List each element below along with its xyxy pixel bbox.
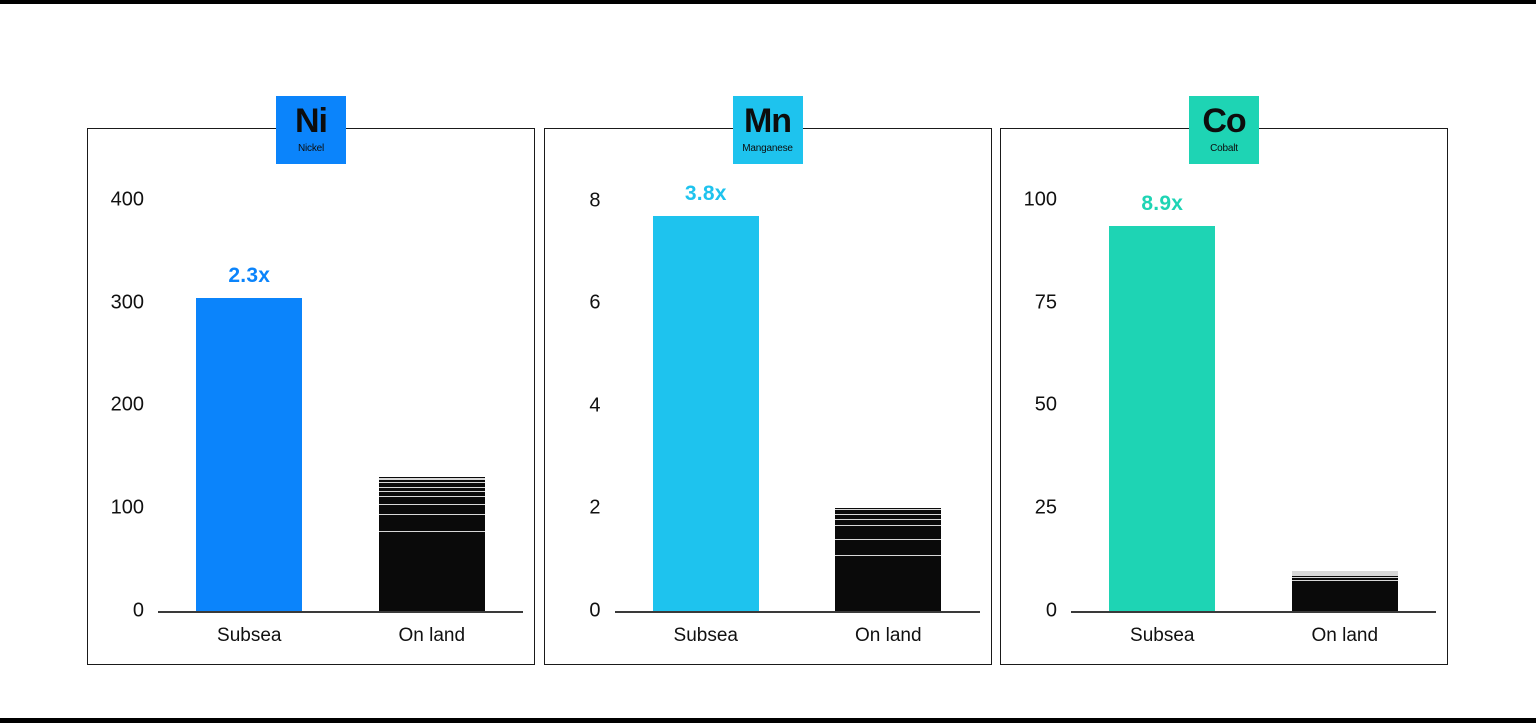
element-symbol: Co [1202,102,1246,140]
element-badge-manganese: Mn Manganese [732,96,803,164]
on-land-bar-segment [1291,577,1398,580]
x-axis-labels: Subsea On land [1071,625,1436,647]
multiplier-label: 8.9x [1141,192,1184,216]
on-land-bar-segment [378,504,485,515]
y-tick-label: 0 [1045,599,1057,622]
bottom-frame-bar [0,718,1536,723]
on-land-bar-segment [835,513,942,520]
y-tick-label: 6 [589,291,601,314]
y-tick-label: 100 [1023,188,1057,211]
category-label-subsea: Subsea [1130,625,1195,646]
charts-row: Ni Nickel 0 100 200 300 400 2.3x Subsea On l… [87,96,1448,665]
on-land-bar [835,508,942,611]
element-symbol: Mn [743,102,792,140]
on-land-bar-segment [378,530,485,557]
on-land-bar-segment [1291,571,1398,573]
y-tick-label: 75 [1034,291,1057,314]
on-land-bar-segment [1291,572,1398,575]
y-tick-label: 0 [589,599,601,622]
category-label-on-land: On land [854,625,922,646]
y-tick-label: 400 [110,188,144,211]
on-land-bar-segment [835,508,942,514]
on-land-bar-segment [835,554,942,581]
subsea-bar [1109,226,1216,611]
on-land-bar-slot [797,129,980,611]
on-land-bar-segment [378,477,485,480]
element-name: Manganese [742,143,793,154]
category-label-subsea: Subsea [217,625,282,646]
y-axis-ticks: 0 25 50 75 100 [1001,129,1063,621]
subsea-bar-slot: 3.8x [615,129,798,611]
y-tick-label: 2 [589,496,601,519]
on-land-bar [1291,570,1398,611]
chart-panel-nickel: Ni Nickel 0 100 200 300 400 2.3x Subsea On l… [87,96,535,665]
category-label-on-land: On land [1311,625,1379,646]
y-tick-label: 0 [132,599,144,622]
element-badge-nickel: Ni Nickel [276,96,346,164]
on-land-bar-segment [378,556,485,611]
on-land-bar [378,477,485,611]
y-tick-label: 100 [110,496,144,519]
on-land-bar-segment [378,486,485,492]
y-axis-ticks: 0 2 4 6 8 [545,129,607,621]
category-label-subsea: Subsea [673,625,738,646]
on-land-bar-segment [378,514,485,531]
multiplier-label: 2.3x [228,263,271,287]
element-name: Nickel [297,143,325,154]
subsea-bar-slot: 8.9x [1071,129,1254,611]
y-tick-label: 50 [1034,393,1057,416]
x-axis-labels: Subsea On land [615,625,980,647]
element-badge-cobalt: Co Cobalt [1189,96,1259,164]
on-land-bar-segment [835,538,942,555]
chart-panel-cobalt: Co Cobalt 0 25 50 75 100 8.9x Subsea On land [1000,96,1448,665]
on-land-bar-segment [835,525,942,539]
on-land-bar-segment [1291,575,1398,578]
y-tick-label: 8 [589,189,601,212]
y-tick-label: 300 [110,291,144,314]
y-tick-label: 25 [1034,496,1057,519]
on-land-bar-segment [378,491,485,496]
on-land-bar-segment [378,481,485,487]
on-land-bar-segment [378,479,485,482]
multiplier-label: 3.8x [684,182,727,206]
on-land-bar-segment [1291,583,1398,611]
plot-area: 8.9x [1071,129,1436,613]
on-land-bar-segment [1291,570,1398,572]
top-frame-bar [0,0,1536,4]
category-label-on-land: On land [398,625,466,646]
subsea-bar-slot: 2.3x [158,129,341,611]
subsea-bar [196,297,303,611]
on-land-bar-segment [1291,579,1398,584]
on-land-bar-slot [341,129,524,611]
x-axis-labels: Subsea On land [158,625,523,647]
subsea-bar [652,216,759,611]
plot-area: 2.3x [158,129,523,613]
chart-panel-manganese: Mn Manganese 0 2 4 6 8 3.8x Subsea On land [543,96,992,665]
y-axis-ticks: 0 100 200 300 400 [88,129,150,621]
element-symbol: Ni [295,102,328,140]
on-land-bar-slot [1254,129,1437,611]
on-land-bar-segment [835,519,942,526]
on-land-bar-segment [835,580,942,611]
y-tick-label: 4 [589,394,601,417]
element-name: Cobalt [1210,143,1238,154]
plot-area: 3.8x [614,129,980,613]
on-land-bar-segment [378,495,485,505]
on-land-bar-segment [1291,574,1398,576]
y-tick-label: 200 [110,393,144,416]
